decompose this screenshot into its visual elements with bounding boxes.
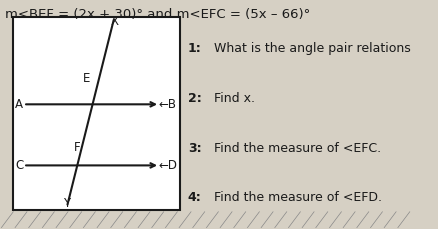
Text: X: X — [110, 15, 118, 28]
Text: E: E — [83, 72, 90, 85]
Text: Find the measure of <EFC.: Find the measure of <EFC. — [205, 142, 380, 155]
Text: What is the angle pair relations: What is the angle pair relations — [205, 42, 410, 55]
Text: ←D: ←D — [158, 159, 177, 172]
Text: F: F — [73, 141, 80, 154]
Text: 2:: 2: — [187, 92, 201, 105]
Text: ←B: ←B — [158, 98, 176, 111]
Text: m<BEF = (2x + 30)° and m<EFC = (5x – 66)°: m<BEF = (2x + 30)° and m<EFC = (5x – 66)… — [5, 8, 310, 21]
Text: 1:: 1: — [187, 42, 201, 55]
Text: 4:: 4: — [187, 191, 201, 204]
Text: A: A — [15, 98, 23, 111]
Text: 3:: 3: — [187, 142, 201, 155]
Text: Find the measure of <EFD.: Find the measure of <EFD. — [205, 191, 381, 204]
Text: C: C — [15, 159, 23, 172]
Text: Find x.: Find x. — [205, 92, 254, 105]
Text: Y: Y — [63, 197, 70, 210]
Bar — [13, 17, 180, 210]
